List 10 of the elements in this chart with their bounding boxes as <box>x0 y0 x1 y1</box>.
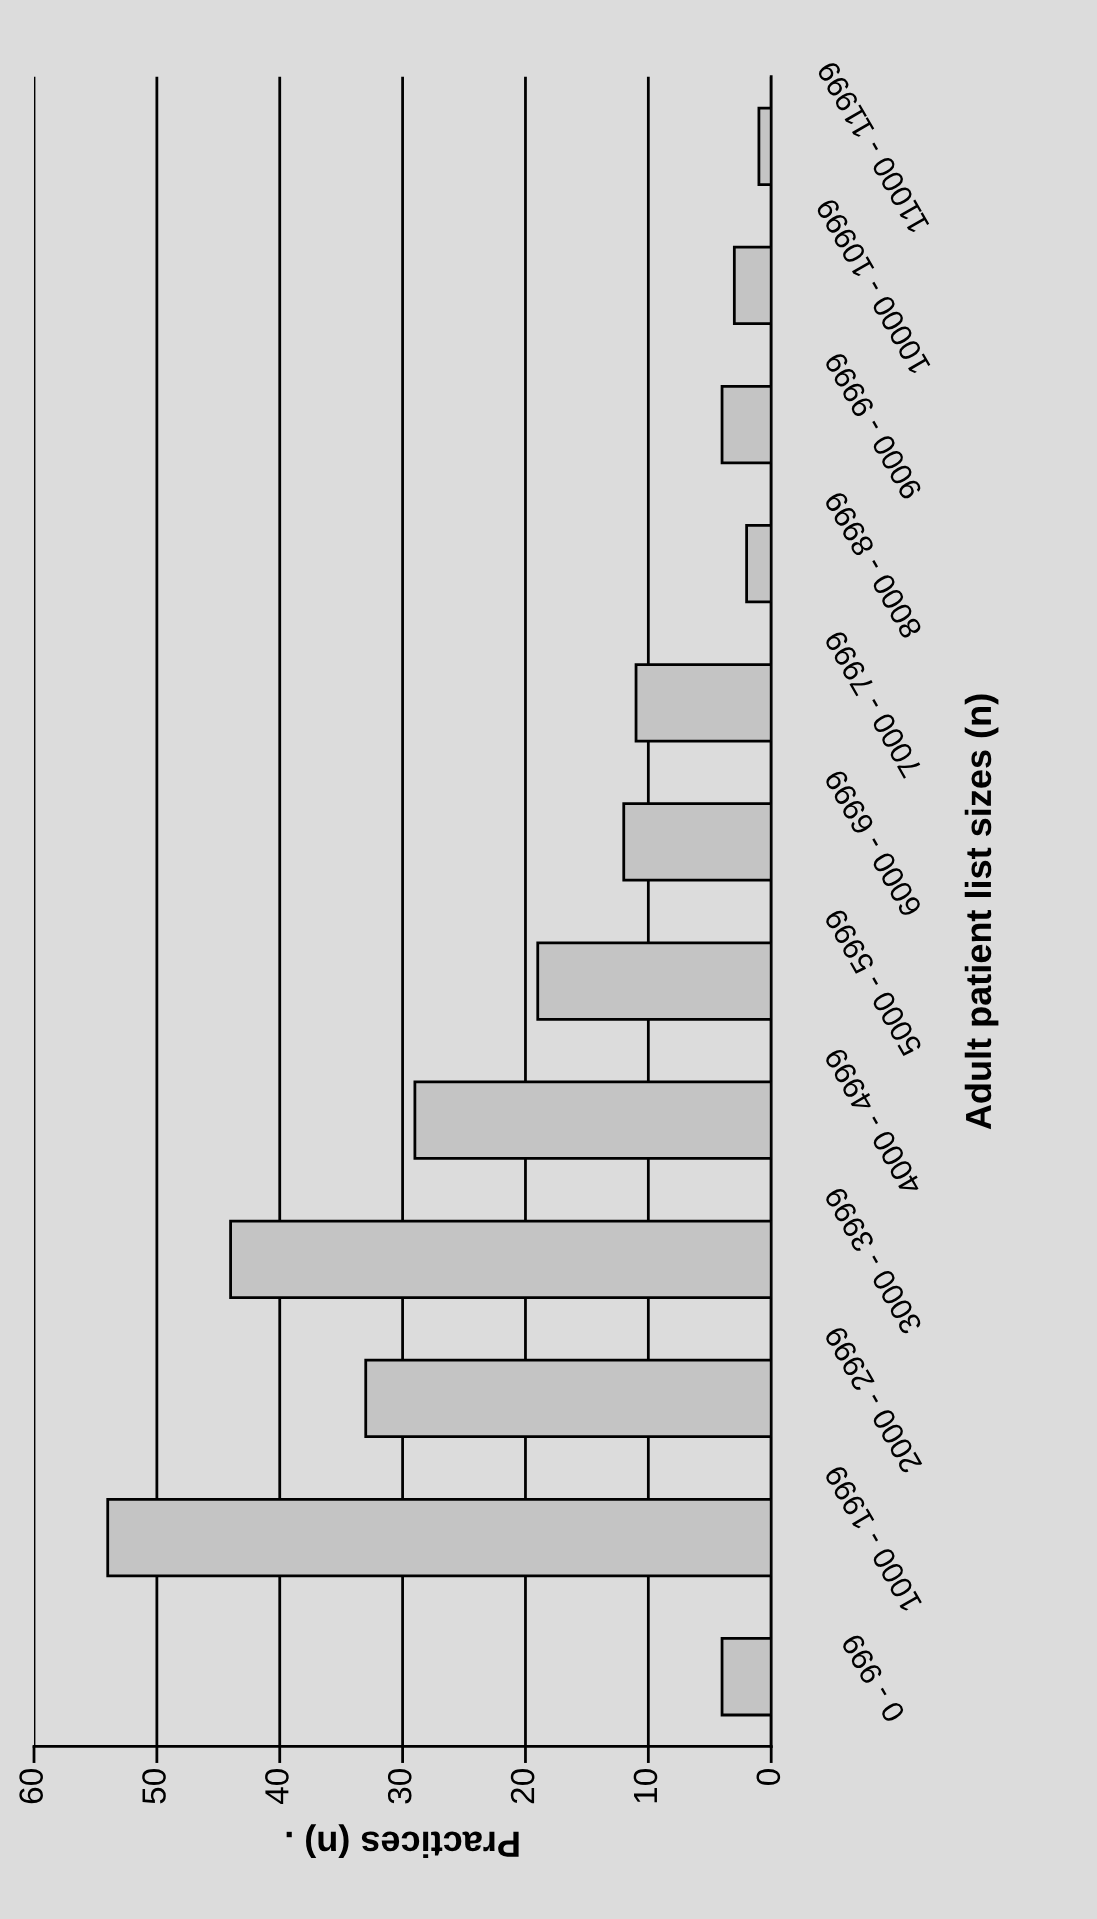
x-tick-label: 30 <box>387 1769 412 1804</box>
x-tick-label: 10 <box>633 1769 658 1803</box>
y-tick-label: 0 - 999 <box>840 1632 906 1724</box>
x-tick-label: 0 <box>756 1769 781 1786</box>
x-tick-label: 40 <box>265 1769 289 1805</box>
x-tick-label: 20 <box>510 1769 535 1804</box>
x-tick-label: 60 <box>19 1769 43 1804</box>
x-axis-title: Practices (n) . <box>286 1824 519 1858</box>
x-tick-label: 50 <box>142 1769 166 1804</box>
y-axis-title: Adult patient list sizes (n) <box>964 694 999 1130</box>
